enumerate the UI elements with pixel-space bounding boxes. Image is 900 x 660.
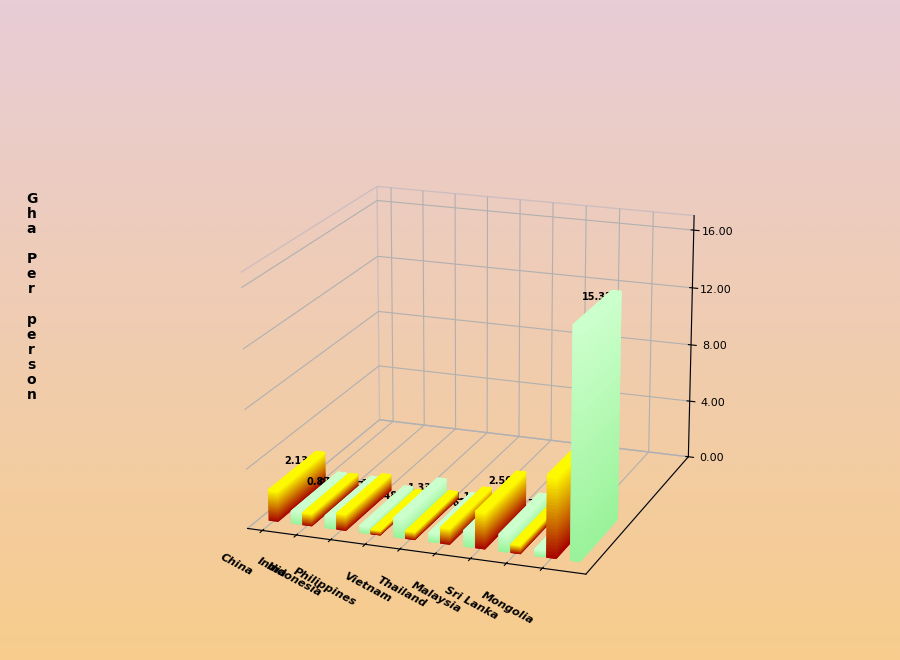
Text: G
h
a

P
e
r

p
e
r
s
o
n: G h a P e r p e r s o n [26, 192, 37, 402]
Legend: Country's  unit footprint  2008 (gha per person "demand"), Country's unit biocap: Country's unit footprint 2008 (gha per p… [177, 0, 631, 3]
